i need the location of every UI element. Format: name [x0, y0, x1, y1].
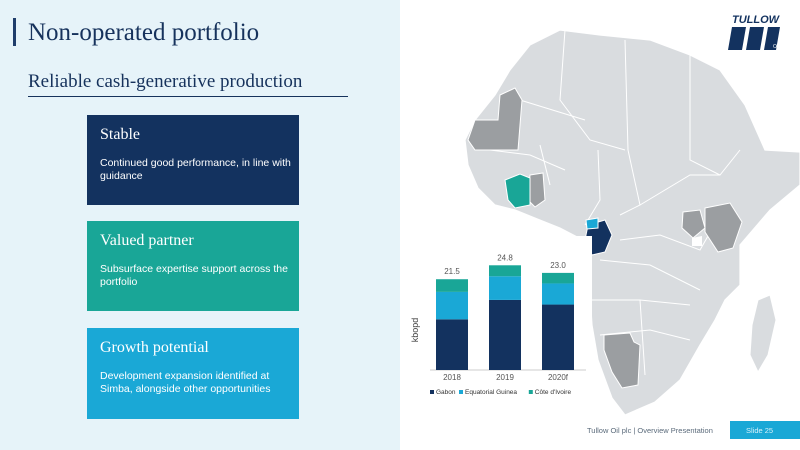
logo-mark: OIL [773, 44, 781, 50]
ghana [527, 172, 546, 208]
card-description: Development expansion identified at Simb… [100, 370, 271, 395]
card-stable: Stable Continued good performance, in li… [87, 115, 299, 205]
africa-map [464, 29, 800, 416]
bar-2019-gabon [489, 299, 521, 370]
card-valued-partner: Valued partner Subsurface expertise supp… [87, 221, 299, 311]
bar-2018-c-te-d-ivoire [436, 279, 468, 292]
x-tick-label: 2019 [496, 373, 514, 382]
legend-label: Gabon [436, 389, 456, 396]
subtitle-divider [28, 96, 348, 97]
legend-label: Equatorial Guinea [465, 389, 517, 396]
bar-2020f-c-te-d-ivoire [542, 272, 574, 284]
slide-title: Non-operated portfolio [28, 19, 260, 46]
slide-subtitle: Reliable cash-generative production [28, 71, 303, 92]
kenya [704, 202, 743, 253]
title-accent-bar [13, 18, 16, 46]
total-label: 23.0 [550, 261, 566, 270]
bar-2018-gabon [436, 319, 468, 370]
legend-swatch [430, 390, 434, 394]
footer-text: Tullow Oil plc | Overview Presentation [587, 426, 713, 435]
equatorial-guinea [585, 217, 599, 230]
bar-2019-equatorial-guinea [489, 276, 521, 300]
logo-icon [728, 27, 780, 50]
mauritania [467, 87, 523, 151]
y-axis-label: kbopd [410, 318, 420, 343]
production-chart: kbopd 21.5 2018 24.8 2019 23.0 2020f Gabon Equat… [410, 236, 592, 416]
slide-number: Slide 25 [746, 426, 774, 435]
card-title: Valued partner [100, 232, 194, 249]
total-label: 21.5 [444, 267, 460, 276]
bar-2020f-equatorial-guinea [542, 283, 574, 305]
madagascar [749, 294, 777, 374]
legend-swatch [528, 390, 533, 394]
card-title: Growth potential [100, 339, 209, 356]
legend-label: Côte d'Ivoire [535, 389, 572, 396]
tullow-logo: TULLOW OIL [728, 14, 781, 50]
cote-divoire [504, 173, 531, 209]
total-label: 24.8 [497, 253, 513, 262]
bar-2019-c-te-d-ivoire [489, 265, 521, 277]
africa-continent [464, 29, 800, 416]
country-borders [489, 29, 741, 376]
card-title: Stable [100, 126, 140, 143]
x-tick-label: 2020f [548, 373, 569, 382]
card-description: Continued good performance, in line with… [100, 157, 291, 182]
legend-swatch [459, 390, 463, 394]
card-description: Subsurface expertise support across the … [100, 263, 288, 288]
logo-wordmark: TULLOW [732, 14, 781, 26]
x-tick-label: 2018 [443, 373, 461, 382]
slide-number-box [730, 421, 800, 439]
uganda [681, 209, 706, 239]
namibia [603, 332, 641, 389]
bar-2018-equatorial-guinea [436, 291, 468, 320]
card-growth-potential: Growth potential Development expansion i… [87, 328, 299, 419]
lake-victoria [692, 236, 702, 246]
bar-2020f-gabon [542, 304, 574, 370]
